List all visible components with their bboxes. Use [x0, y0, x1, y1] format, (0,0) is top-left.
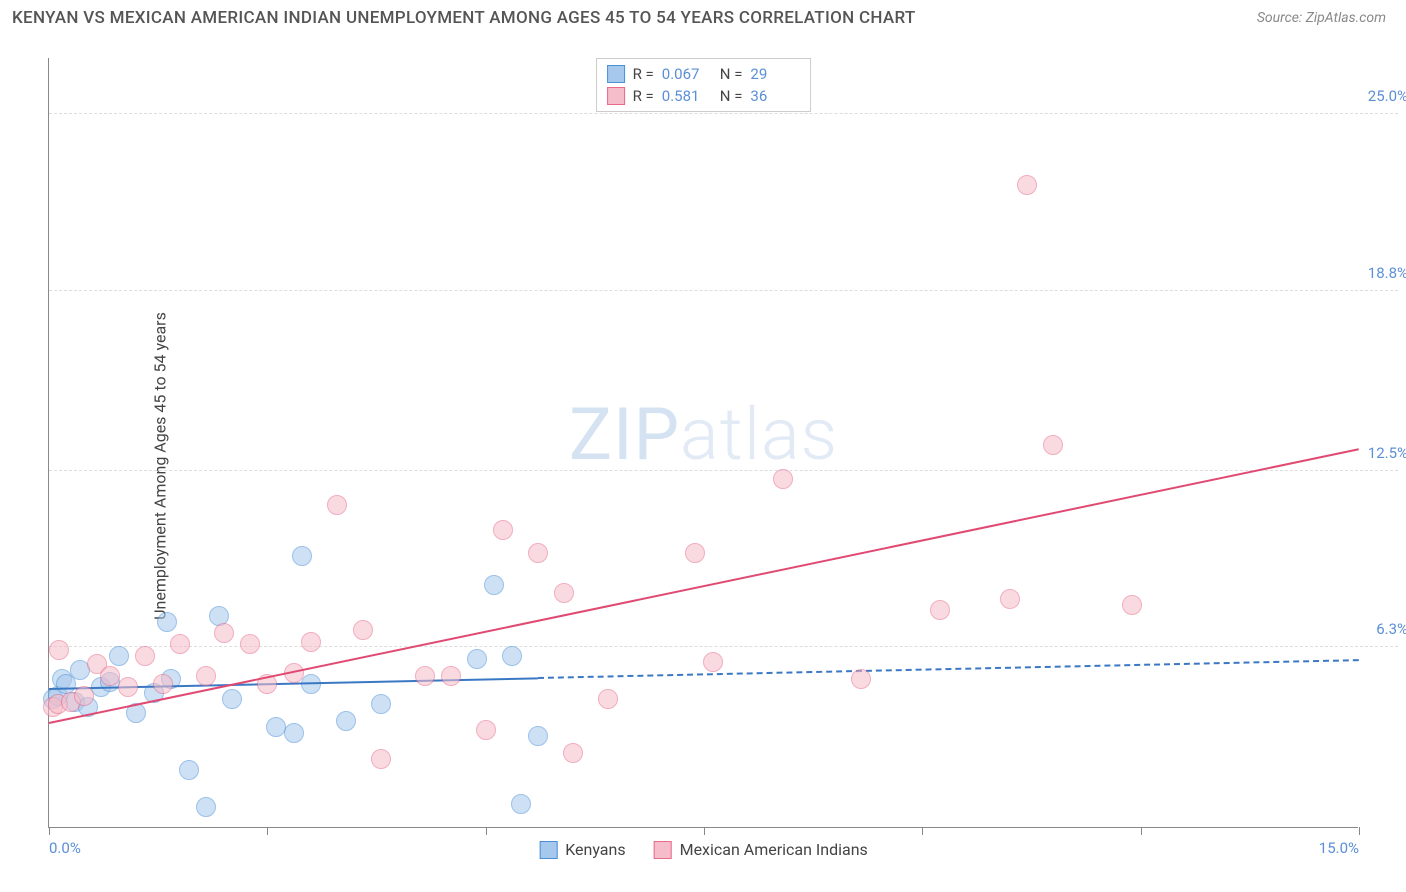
x-tick-label: 0.0%: [49, 839, 81, 857]
legend-series-name: Kenyans: [565, 840, 625, 859]
data-point: [598, 689, 618, 709]
legend-swatch: [607, 87, 625, 105]
data-point: [476, 720, 496, 740]
y-tick-label: 6.3%: [1376, 620, 1406, 638]
legend-stat-row: R = 0.067 N = 29: [607, 63, 801, 85]
data-point: [214, 623, 234, 643]
legend-n-value: 29: [750, 65, 800, 83]
data-point: [371, 749, 391, 769]
x-tick-label: 15.0%: [1319, 839, 1359, 857]
y-tick-label: 18.8%: [1368, 264, 1406, 282]
data-point: [292, 546, 312, 566]
data-point: [554, 583, 574, 603]
data-point: [851, 669, 871, 689]
data-point: [511, 794, 531, 814]
data-point: [196, 797, 216, 817]
chart-header: KENYAN VS MEXICAN AMERICAN INDIAN UNEMPL…: [0, 0, 1406, 32]
legend-item: Kenyans: [539, 840, 625, 859]
x-tick: [704, 827, 705, 835]
x-tick: [1359, 827, 1360, 835]
data-point: [528, 726, 548, 746]
data-point: [49, 640, 69, 660]
legend-r-label: R =: [633, 87, 654, 105]
data-point: [685, 543, 705, 563]
legend-n-label: N =: [720, 65, 743, 83]
data-point: [353, 620, 373, 640]
chart-source: Source: ZipAtlas.com: [1257, 10, 1386, 26]
data-point: [336, 711, 356, 731]
data-point: [563, 743, 583, 763]
data-point: [1043, 435, 1063, 455]
data-point: [118, 677, 138, 697]
data-point: [493, 520, 513, 540]
gridline: [49, 470, 1398, 471]
data-point: [441, 666, 461, 686]
data-point: [415, 666, 435, 686]
legend-n-value: 36: [750, 87, 800, 105]
data-point: [703, 652, 723, 672]
chart-container: Unemployment Among Ages 45 to 54 years Z…: [0, 40, 1406, 892]
legend-r-value: 0.067: [662, 65, 712, 83]
gridline: [49, 290, 1398, 291]
series-legend: Kenyans Mexican American Indians: [539, 840, 868, 859]
trend-line: [49, 449, 1359, 725]
data-point: [1122, 595, 1142, 615]
gridline: [49, 113, 1398, 114]
legend-r-value: 0.581: [662, 87, 712, 105]
data-point: [773, 469, 793, 489]
trend-line: [538, 660, 1359, 680]
x-tick: [1141, 827, 1142, 835]
legend-n-label: N =: [720, 87, 743, 105]
data-point: [135, 646, 155, 666]
data-point: [109, 646, 129, 666]
y-tick-label: 25.0%: [1368, 87, 1406, 105]
data-point: [327, 495, 347, 515]
plot-area: ZIPatlas R =0.067N =29R =0.581N =36 Keny…: [48, 58, 1358, 828]
legend-item: Mexican American Indians: [654, 840, 868, 859]
y-tick-label: 12.5%: [1368, 444, 1406, 462]
x-tick: [922, 827, 923, 835]
data-point: [1000, 589, 1020, 609]
watermark: ZIPatlas: [569, 392, 838, 477]
data-point: [284, 723, 304, 743]
x-tick: [49, 827, 50, 835]
data-point: [1017, 175, 1037, 195]
legend-stat-row: R = 0.581 N = 36: [607, 85, 801, 107]
data-point: [100, 666, 120, 686]
x-tick: [486, 827, 487, 835]
data-point: [222, 689, 242, 709]
legend-series-name: Mexican American Indians: [680, 840, 868, 859]
data-point: [74, 686, 94, 706]
data-point: [170, 634, 190, 654]
correlation-legend: R = 0.067 N = 29 R = 0.581 N = 36: [596, 58, 812, 112]
legend-swatch: [654, 841, 672, 859]
legend-swatch: [539, 841, 557, 859]
data-point: [240, 634, 260, 654]
data-point: [528, 543, 548, 563]
data-point: [301, 632, 321, 652]
chart-title: KENYAN VS MEXICAN AMERICAN INDIAN UNEMPL…: [12, 8, 916, 28]
data-point: [930, 600, 950, 620]
data-point: [196, 666, 216, 686]
data-point: [467, 649, 487, 669]
data-point: [153, 674, 173, 694]
data-point: [484, 575, 504, 595]
legend-swatch: [607, 65, 625, 83]
legend-r-label: R =: [633, 65, 654, 83]
x-tick: [267, 827, 268, 835]
data-point: [157, 612, 177, 632]
data-point: [371, 694, 391, 714]
data-point: [179, 760, 199, 780]
data-point: [502, 646, 522, 666]
